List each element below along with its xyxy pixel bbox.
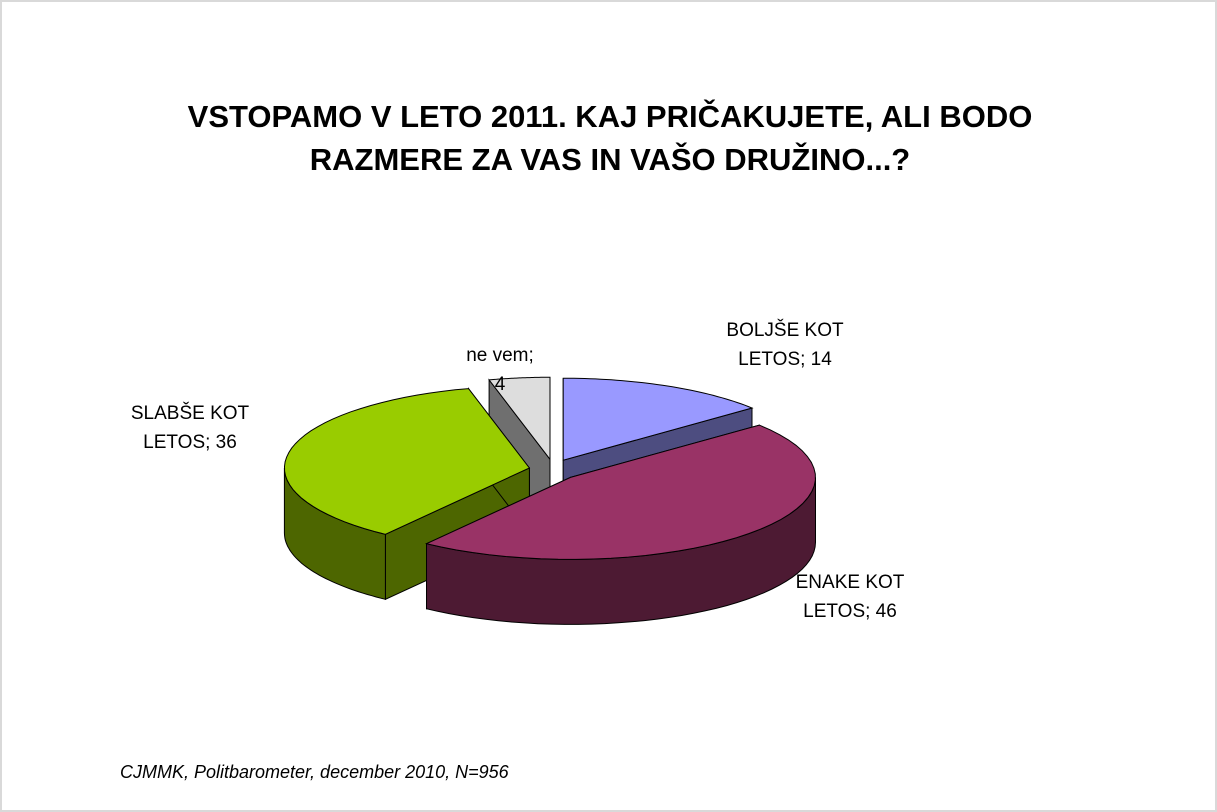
source-note: CJMMK, Politbarometer, december 2010, N=… [120, 762, 510, 782]
title-box: VSTOPAMO V LETO 2011. KAJ PRIČAKUJETE, A… [187, 99, 1033, 177]
pie-slice-top [283, 388, 531, 535]
chart-title: VSTOPAMO V LETO 2011. KAJ PRIČAKUJETE, A… [187, 99, 1033, 177]
data-label: ENAKE KOT LETOS; 46 [796, 572, 905, 622]
data-label: BOLJŠE KOT LETOS; 14 [726, 319, 844, 370]
pie-slice-top [424, 424, 816, 560]
data-label: ne vem; 4 [466, 345, 534, 395]
pie-slice [424, 424, 816, 625]
data-label: SLABŠE KOT LETOS; 36 [131, 402, 250, 453]
pie-slice-top [488, 376, 551, 461]
pie-slice-top [562, 377, 754, 461]
